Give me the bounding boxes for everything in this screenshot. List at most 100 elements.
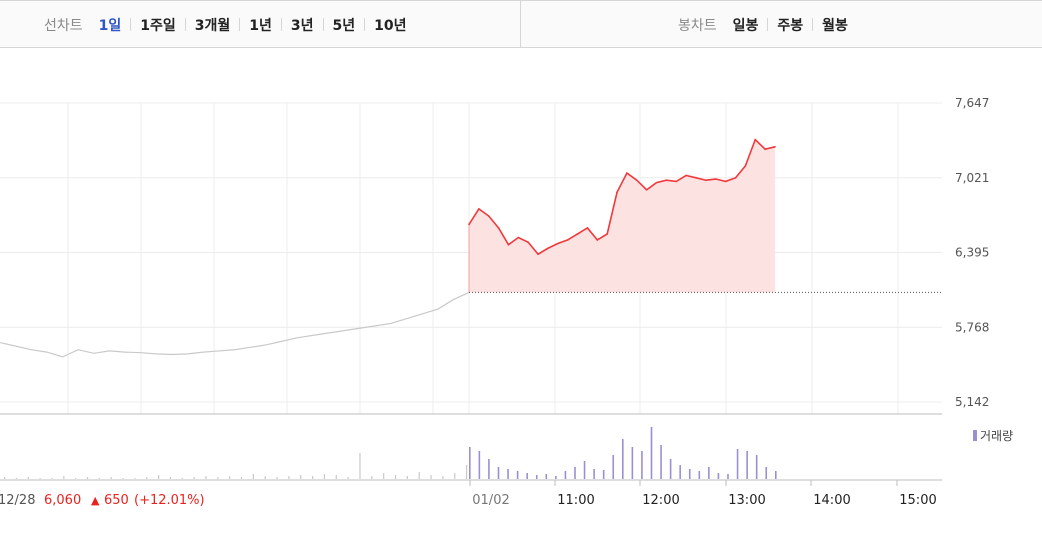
toolbar-divider	[520, 1, 521, 48]
volume-bar	[612, 455, 615, 479]
volume-bar-previous	[323, 474, 326, 479]
price-point	[724, 180, 727, 183]
tab-separator	[812, 18, 814, 31]
previous-session-line	[0, 291, 470, 358]
tab-period-1d[interactable]: 1일	[98, 17, 122, 34]
volume-bar-previous	[169, 477, 172, 479]
y-tick-label: 6,395	[955, 246, 989, 260]
price-point	[586, 227, 589, 229]
volume-bar	[516, 471, 519, 479]
volume-bar	[650, 427, 653, 479]
previous-session-date: 12/28	[0, 493, 35, 508]
price-point	[744, 165, 747, 167]
tab-period-1y[interactable]: 1년	[249, 17, 272, 34]
volume-bar	[717, 473, 720, 479]
volume-bar-previous	[98, 478, 100, 479]
price-point	[655, 181, 658, 184]
volume-bar	[469, 447, 471, 479]
volume-bar	[497, 467, 500, 479]
volume-bar-previous	[15, 478, 18, 479]
price-point	[507, 243, 510, 246]
price-point	[695, 177, 697, 179]
volume-bars	[4, 427, 777, 479]
volume-bar-previous	[122, 478, 124, 479]
tab-period-3m[interactable]: 3개월	[194, 17, 231, 34]
volume-bar-previous	[383, 473, 385, 479]
volume-bar-previous	[240, 477, 243, 479]
volume-bar-previous	[158, 475, 160, 479]
volume-bar	[669, 459, 672, 479]
volume-bar	[622, 439, 624, 479]
line-chart-period-tabs: 선차트 1일 1주일 3개월 1년 3년 5년 10년	[44, 1, 407, 48]
volume-bar	[526, 473, 528, 479]
volume-bar-previous	[134, 478, 136, 479]
volume-bar	[535, 475, 538, 479]
price-point	[478, 208, 480, 210]
volume-bar-previous	[146, 477, 148, 479]
tab-separator	[130, 18, 132, 31]
price-point	[537, 253, 539, 256]
volume-bar-previous	[27, 477, 29, 479]
volume-bar	[688, 469, 691, 479]
price-point	[576, 233, 579, 235]
volume-bar	[727, 474, 729, 479]
volume-bar-previous	[406, 476, 408, 479]
tab-separator	[184, 18, 186, 31]
volume-legend: 거래량	[973, 429, 1013, 443]
price-area	[468, 139, 775, 293]
x-tick-label: 14:00	[813, 493, 850, 508]
price-chart[interactable]: 7,647 7,021 6,395 5,768 5,142 01/02 11:00 12:0…	[0, 48, 1042, 533]
volume-bar-previous	[217, 477, 219, 479]
candle-chart-label: 봉차트	[678, 17, 717, 34]
price-point	[527, 241, 530, 244]
volume-bar-previous	[454, 473, 456, 479]
price-line	[468, 138, 776, 256]
volume-bar-previous	[4, 477, 6, 479]
price-point	[497, 227, 500, 229]
volume-bar	[507, 469, 509, 479]
tab-period-10y[interactable]: 10년	[374, 17, 407, 34]
x-tick-label: 11:00	[557, 493, 594, 508]
tab-period-1w[interactable]: 1주일	[140, 17, 176, 34]
y-tick-label: 5,142	[955, 395, 989, 409]
volume-bar-previous	[347, 477, 349, 479]
tab-period-3y[interactable]: 3년	[290, 17, 314, 34]
volume-bar-previous	[394, 475, 397, 479]
previous-session-change: 650	[104, 493, 129, 508]
x-tick-label: 13:00	[728, 493, 765, 508]
volume-bar-previous	[430, 475, 432, 479]
volume-bar	[488, 459, 490, 479]
volume-bar	[679, 465, 681, 479]
price-point	[754, 138, 757, 141]
y-axis: 7,647 7,021 6,395 5,768 5,142	[955, 96, 989, 409]
tab-candle-weekly[interactable]: 주봉	[777, 17, 804, 34]
volume-bar	[583, 461, 586, 479]
price-point	[616, 191, 618, 193]
line-chart-label: 선차트	[44, 17, 83, 34]
volume-bar	[708, 467, 710, 479]
tab-separator	[364, 18, 366, 31]
volume-bar	[660, 445, 662, 479]
chart-toolbar: 선차트 1일 1주일 3개월 1년 3년 5년 10년 봉차트 일봉 주봉 월봉	[0, 0, 1042, 48]
price-point	[487, 215, 490, 217]
volume-bar	[698, 471, 701, 479]
volume-bar	[755, 455, 758, 479]
y-tick-label: 7,021	[955, 171, 989, 185]
price-point	[774, 146, 776, 148]
volume-bar	[765, 467, 768, 479]
price-point	[705, 179, 707, 182]
previous-session-polyline	[0, 291, 470, 358]
volume-bar-previous	[181, 478, 183, 479]
previous-session-close: 6,060	[44, 493, 81, 508]
tab-candle-daily[interactable]: 일봉	[732, 17, 759, 34]
price-point	[547, 247, 549, 250]
x-tick-label: 01/02	[472, 493, 509, 508]
price-point	[645, 188, 648, 191]
volume-bar	[574, 467, 576, 479]
tab-candle-monthly[interactable]: 월봉	[822, 17, 848, 34]
tab-period-5y[interactable]: 5년	[332, 17, 356, 34]
tab-separator	[239, 18, 241, 31]
candle-chart-tabs: 봉차트 일봉 주봉 월봉	[678, 1, 848, 48]
volume-bar-previous	[110, 477, 112, 479]
tab-separator	[280, 18, 282, 31]
